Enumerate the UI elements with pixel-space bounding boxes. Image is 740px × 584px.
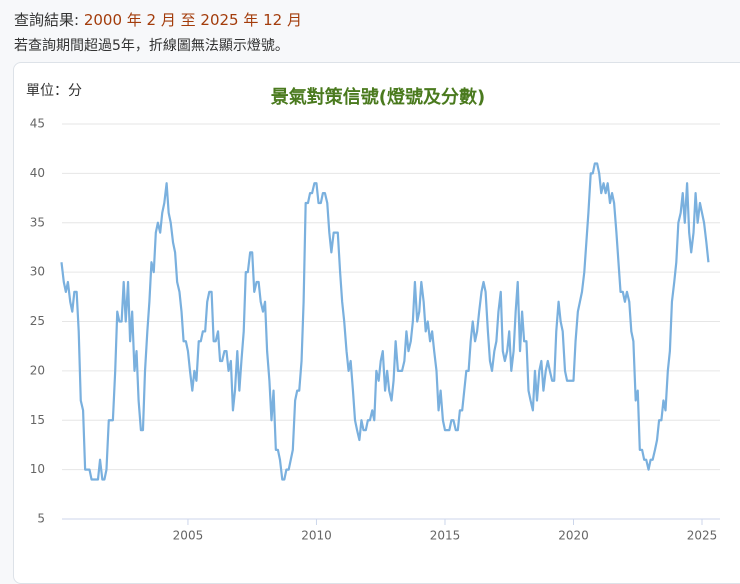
x-tick-label: 2020 [558,529,589,543]
page: 查詢結果: 2000 年 2 月 至 2025 年 12 月 若查詢期間超過5年… [13,9,740,584]
y-tick-label: 10 [30,462,45,476]
x-tick-label: 2010 [301,529,332,543]
y-tick-label: 40 [30,166,45,180]
y-tick-label: 20 [30,363,45,377]
note: 若查詢期間超過5年，折線圖無法顯示燈號。 [14,38,289,54]
chart: 單位：分 景氣對策信號(燈號及分數) 510152025303540452005… [26,83,720,543]
x-tick-label: 2025 [687,529,718,543]
y-tick-label: 45 [30,117,45,131]
unit-label: 單位：分 [26,83,82,99]
series-line [60,162,710,481]
x-tick-label: 2015 [430,529,461,543]
query-range: 2000 年 2 月 至 2025 年 12 月 [83,11,302,29]
y-tick-label: 5 [37,512,45,526]
x-tick-label: 2005 [173,529,204,543]
y-tick-label: 15 [30,413,45,427]
chart-card [13,62,740,584]
chart-title: 景氣對策信號(燈號及分數) [271,86,485,108]
y-tick-label: 35 [30,215,45,229]
y-tick-label: 25 [30,314,45,328]
query-line: 查詢結果: 2000 年 2 月 至 2025 年 12 月 [14,9,302,30]
query-label: 查詢結果: [14,11,80,29]
y-tick-label: 30 [30,265,45,279]
